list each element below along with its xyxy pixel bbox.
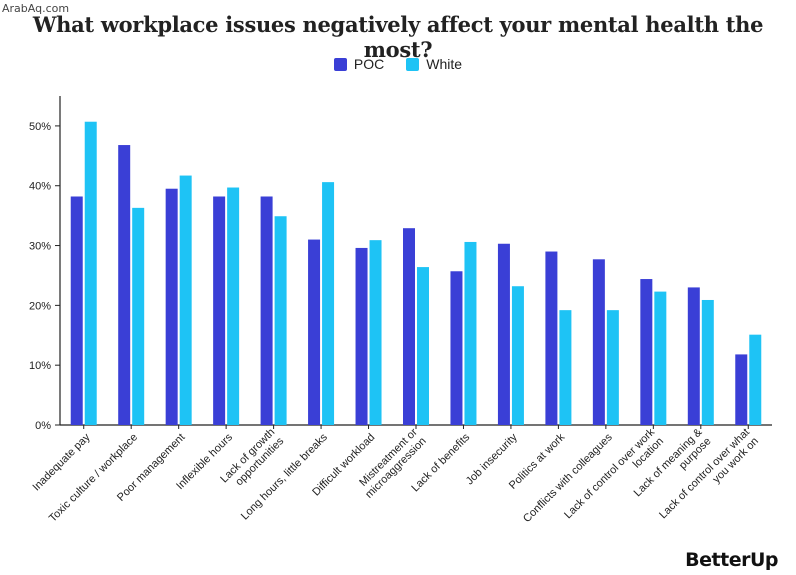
bar-white-5 bbox=[322, 182, 335, 425]
legend-item-white: White bbox=[406, 56, 462, 72]
bar-poc-13 bbox=[687, 287, 700, 425]
bar-poc-5 bbox=[308, 239, 321, 425]
bar-poc-4 bbox=[260, 196, 273, 425]
legend-swatch-white bbox=[406, 57, 420, 71]
legend-label-poc: POC bbox=[353, 56, 385, 72]
watermark: ArabAq.com bbox=[2, 2, 70, 15]
y-tick-label: 0% bbox=[35, 420, 51, 432]
bar-white-3 bbox=[227, 187, 240, 425]
bar-white-7 bbox=[417, 267, 429, 425]
bar-white-4 bbox=[274, 216, 287, 425]
bar-poc-0 bbox=[70, 196, 83, 425]
x-category-label: Toxic culture / workplace bbox=[47, 431, 140, 524]
bar-poc-2 bbox=[165, 188, 178, 425]
y-tick-label: 50% bbox=[29, 121, 51, 133]
legend: POC White bbox=[0, 56, 796, 72]
bar-white-8 bbox=[464, 241, 477, 425]
bar-poc-7 bbox=[403, 228, 415, 425]
x-category-label-line: Toxic culture / workplace bbox=[47, 431, 140, 524]
bar-poc-8 bbox=[450, 271, 463, 425]
y-tick-label: 30% bbox=[29, 241, 51, 253]
legend-item-poc: POC bbox=[333, 56, 385, 72]
bar-poc-9 bbox=[497, 243, 510, 425]
bar-poc-12 bbox=[640, 279, 653, 425]
bar-poc-10 bbox=[545, 251, 558, 425]
bar-poc-11 bbox=[592, 259, 605, 425]
y-tick-label: 40% bbox=[29, 181, 51, 193]
bar-white-0 bbox=[84, 121, 97, 426]
bar-white-9 bbox=[511, 286, 524, 425]
legend-swatch-poc bbox=[333, 57, 347, 71]
chart-title: What workplace issues negatively affect … bbox=[32, 12, 764, 62]
bar-white-1 bbox=[132, 207, 145, 425]
bar-poc-1 bbox=[118, 145, 131, 425]
bar-poc-14 bbox=[735, 354, 748, 425]
legend-label-white: White bbox=[426, 56, 463, 72]
bar-white-6 bbox=[369, 240, 382, 425]
bar-white-10 bbox=[559, 310, 572, 425]
bar-poc-6 bbox=[355, 247, 368, 425]
betterup-logo: BetterUp bbox=[685, 549, 778, 571]
bar-white-11 bbox=[606, 310, 619, 425]
bar-white-14 bbox=[749, 334, 762, 425]
bar-white-13 bbox=[701, 299, 714, 425]
bar-white-12 bbox=[654, 291, 667, 425]
y-tick-label: 20% bbox=[29, 300, 51, 312]
bar-poc-3 bbox=[213, 196, 226, 425]
y-tick-label: 10% bbox=[29, 360, 51, 372]
bar-white-2 bbox=[179, 175, 192, 425]
